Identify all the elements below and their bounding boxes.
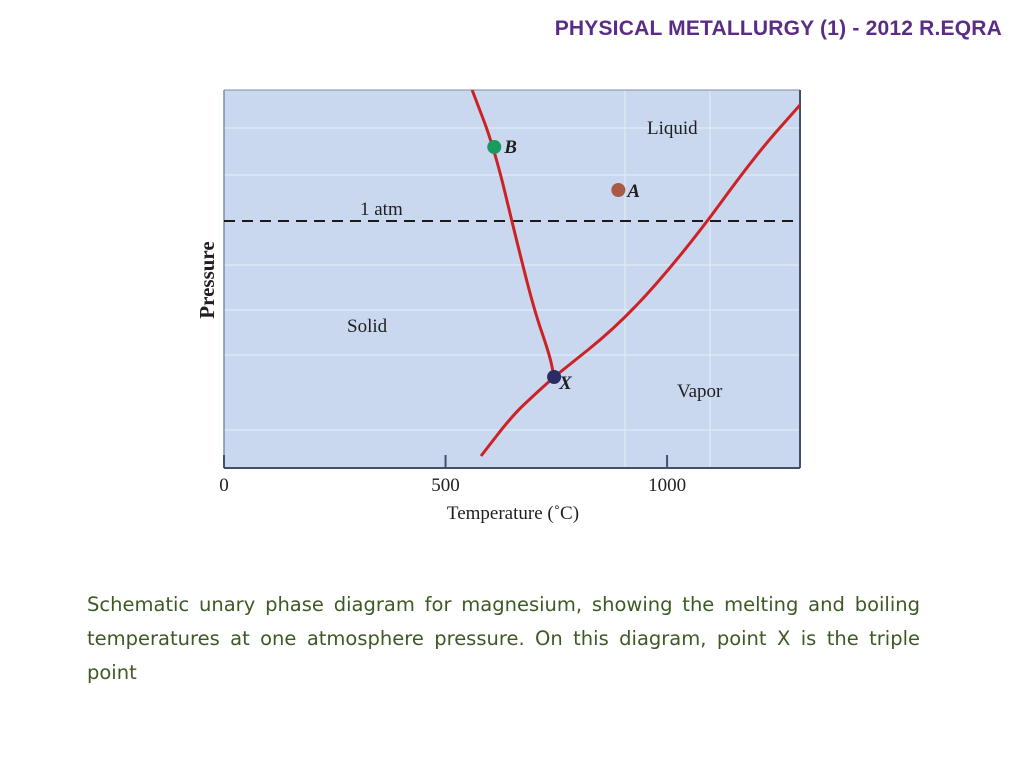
point-b-marker — [487, 140, 502, 154]
y-axis-label: Pressure — [195, 241, 219, 318]
liquid-vapor-boundary-curve — [553, 104, 802, 379]
point-x-label: X — [558, 373, 573, 394]
region-label-liquid: Liquid — [647, 118, 698, 139]
point-a-marker — [611, 183, 626, 197]
point-b-label: B — [503, 137, 517, 158]
one-atm-label: 1 atm — [360, 199, 403, 220]
phase-diagram-chart: 1 atm Liquid Solid Vapor B A X 0 500 100… — [195, 89, 802, 524]
gridlines — [224, 90, 800, 468]
x-tick-label: 0 — [219, 475, 229, 496]
x-axis-label: Temperature (˚C) — [447, 503, 579, 524]
point-x-marker — [547, 370, 562, 384]
slide-header: Physical Metallurgy (1) - 2012 R.Eqra — [554, 17, 1002, 40]
x-tick-label: 1000 — [648, 475, 686, 496]
plot-background — [224, 90, 800, 468]
solid-liquid-boundary-curve — [470, 89, 556, 378]
x-tick-label: 500 — [431, 475, 460, 496]
solid-vapor-boundary-curve — [479, 375, 556, 457]
region-label-vapor: Vapor — [677, 381, 723, 402]
figure-caption: Schematic unary phase diagram for magnes… — [87, 593, 920, 684]
region-label-solid: Solid — [347, 316, 388, 337]
point-a-label: A — [626, 181, 640, 202]
